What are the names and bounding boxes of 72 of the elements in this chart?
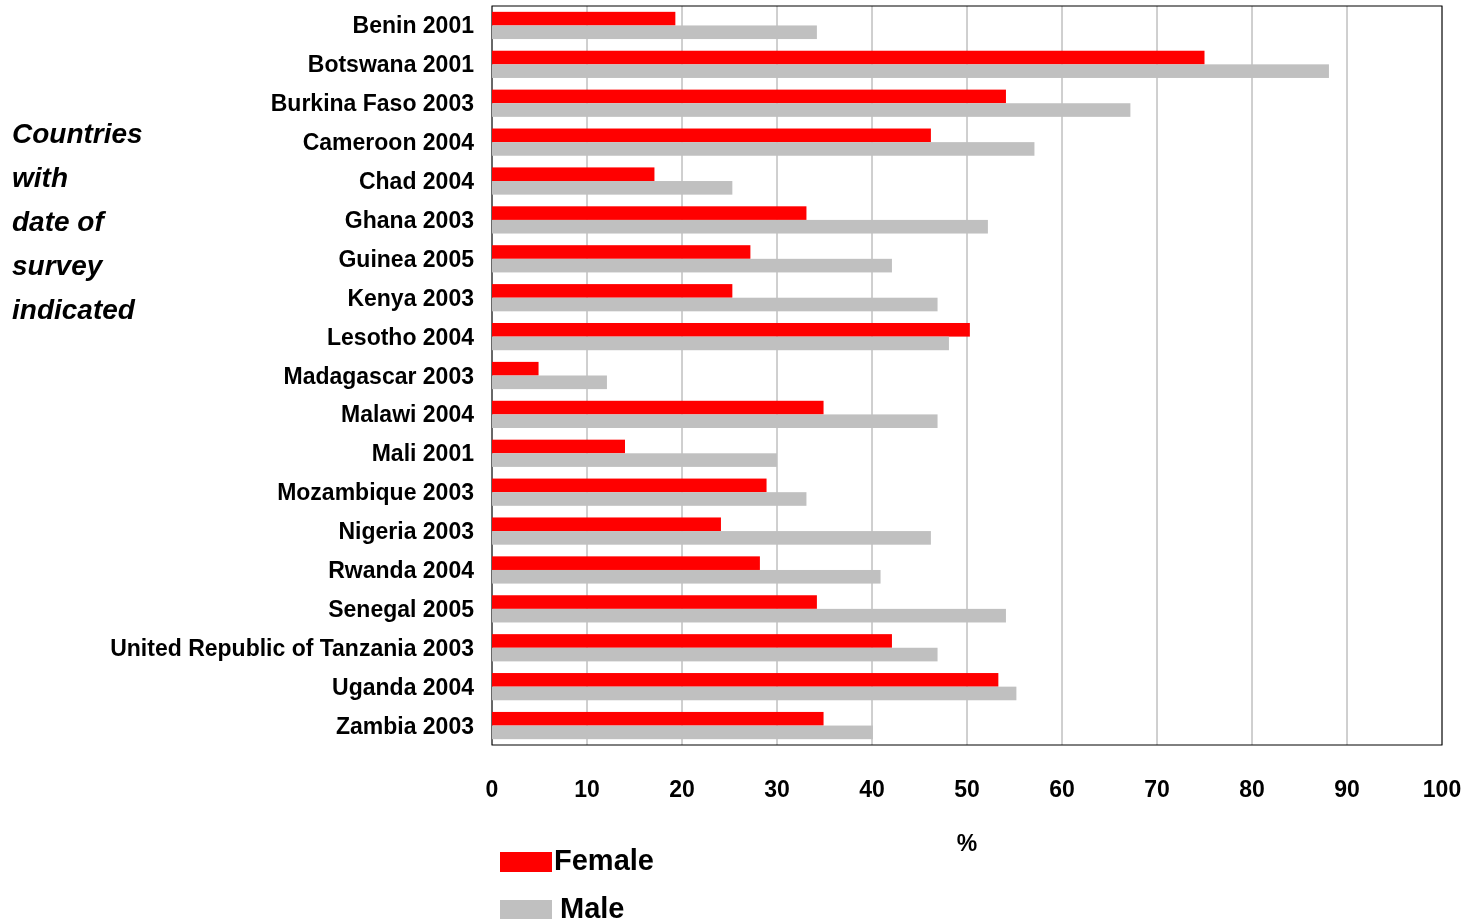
bar [492,595,817,609]
bar [492,634,892,648]
y-tick-label: Rwanda 2004 [328,557,475,584]
y-tick-label: Cameroon 2004 [302,129,475,156]
y-tick-label: Madagascar 2003 [283,362,474,389]
bar [492,478,767,493]
x-tick-label: 70 [1144,776,1170,802]
y-tick-label: Chad 2004 [358,168,475,195]
y-tick-label: Guinea 2005 [338,245,475,272]
bar [492,336,949,351]
bar [492,50,1205,65]
x-axis-title: % [956,830,978,856]
x-tick-label: 90 [1334,776,1360,802]
bar [492,531,931,545]
legend-label: Female [554,844,654,876]
bar [492,25,817,40]
bar [492,284,733,298]
bar [492,439,625,454]
y-tick-label: Mozambique 2003 [277,479,474,506]
x-tick-label: 100 [1422,776,1462,802]
y-tick-label: Benin 2001 [352,12,475,39]
y-tick-label: Mali 2001 [371,440,475,467]
bar [492,686,1017,701]
y-tick-label: Botswana 2001 [307,51,475,78]
bar [492,492,807,506]
bar [492,64,1329,78]
bar [492,400,824,415]
y-tick-label: Nigeria 2003 [338,518,474,545]
bar [492,219,988,234]
y-tick-label: Malawi 2004 [341,401,475,428]
bar [492,453,777,467]
bar [492,258,892,273]
y-tick-label: Senegal 2005 [328,595,475,622]
legend-label: Male [560,892,625,919]
x-tick-label: 30 [764,776,790,802]
bar [492,647,938,662]
bar [492,556,760,570]
bar [492,673,999,687]
bar [492,206,807,220]
y-tick-label: Ghana 2003 [344,206,474,233]
bar [492,11,676,26]
bar [492,361,539,376]
bar [492,142,1035,156]
bar [492,322,970,337]
x-tick-label: 20 [669,776,695,802]
bar [492,128,931,143]
y-tick-label: Zambia 2003 [335,712,474,739]
x-tick-label: 40 [859,776,885,802]
bar [492,569,881,584]
bar [492,725,873,740]
y-tick-label: Uganda 2004 [332,673,475,700]
x-tick-label: 50 [954,776,980,802]
bar [492,89,1006,104]
bar [492,245,751,259]
bar [492,297,938,312]
bar [492,103,1131,117]
y-tick-label: Burkina Faso 2003 [270,90,474,117]
bar [492,375,607,390]
x-tick-label: 0 [485,776,499,802]
bar [492,181,733,195]
x-tick-label: 60 [1049,776,1075,802]
bar [492,167,655,182]
bar [492,711,824,726]
text: Countries with date of survey indicated [12,118,143,325]
bar [492,608,1006,623]
bar [492,517,721,532]
bar [492,414,938,429]
x-tick-label: 10 [574,776,600,802]
y-tick-label: Lesotho 2004 [327,323,475,350]
y-tick-label: Kenya 2003 [347,284,474,311]
y-tick-label: United Republic of Tanzania 2003 [110,634,474,661]
x-tick-label: 80 [1239,776,1265,802]
